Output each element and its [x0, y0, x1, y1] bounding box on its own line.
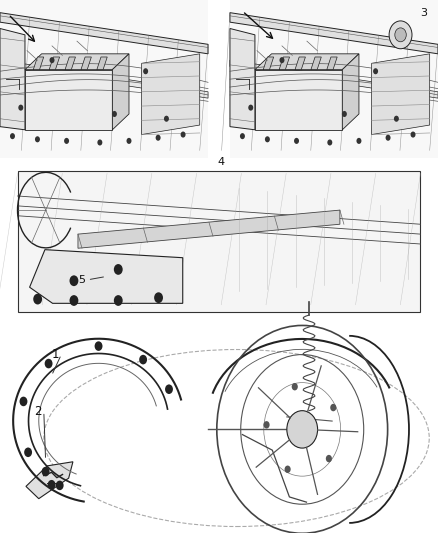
Polygon shape	[230, 13, 438, 54]
Polygon shape	[255, 54, 359, 70]
Polygon shape	[295, 57, 305, 70]
Text: 5: 5	[78, 275, 85, 285]
Bar	[18, 171, 420, 312]
Circle shape	[294, 138, 299, 144]
Circle shape	[112, 111, 117, 117]
Circle shape	[56, 481, 64, 490]
Circle shape	[357, 138, 361, 144]
Circle shape	[114, 264, 123, 275]
Circle shape	[114, 295, 123, 306]
Circle shape	[342, 111, 347, 117]
Polygon shape	[0, 28, 25, 130]
Circle shape	[264, 421, 270, 429]
Polygon shape	[97, 57, 107, 70]
Polygon shape	[25, 70, 112, 130]
Polygon shape	[279, 57, 290, 70]
Circle shape	[385, 135, 391, 141]
Polygon shape	[255, 70, 343, 130]
Polygon shape	[81, 57, 92, 70]
Circle shape	[48, 480, 56, 489]
Circle shape	[97, 140, 102, 146]
Polygon shape	[263, 57, 274, 70]
Polygon shape	[112, 54, 129, 130]
Bar	[230, 0, 438, 158]
Circle shape	[70, 276, 78, 286]
Polygon shape	[78, 210, 340, 248]
Polygon shape	[0, 13, 208, 54]
Circle shape	[410, 132, 416, 138]
Circle shape	[64, 138, 69, 144]
Circle shape	[240, 133, 245, 139]
Polygon shape	[25, 54, 129, 70]
Polygon shape	[343, 54, 359, 130]
Text: 2: 2	[34, 405, 42, 418]
Polygon shape	[49, 57, 60, 70]
Circle shape	[95, 341, 102, 351]
Circle shape	[49, 57, 54, 63]
Circle shape	[143, 68, 148, 74]
Polygon shape	[230, 60, 438, 98]
Polygon shape	[311, 57, 321, 70]
Circle shape	[42, 467, 49, 477]
Text: 1: 1	[52, 348, 59, 361]
Polygon shape	[0, 60, 208, 98]
Circle shape	[35, 136, 40, 142]
Circle shape	[373, 68, 378, 74]
Circle shape	[20, 397, 28, 406]
Circle shape	[248, 104, 253, 111]
Bar	[0, 0, 208, 158]
Circle shape	[389, 21, 412, 49]
Circle shape	[395, 28, 406, 42]
Polygon shape	[141, 54, 200, 134]
Circle shape	[165, 384, 173, 394]
Polygon shape	[30, 249, 183, 303]
Circle shape	[18, 104, 23, 111]
Circle shape	[70, 295, 78, 306]
Polygon shape	[371, 54, 430, 134]
Circle shape	[33, 294, 42, 304]
Circle shape	[24, 448, 32, 457]
Circle shape	[292, 383, 298, 390]
Text: 3: 3	[420, 8, 427, 18]
Circle shape	[394, 116, 399, 122]
Circle shape	[164, 116, 169, 122]
Polygon shape	[26, 462, 73, 499]
Circle shape	[265, 136, 270, 142]
Circle shape	[45, 359, 53, 368]
Circle shape	[127, 138, 131, 144]
Circle shape	[180, 132, 186, 138]
Circle shape	[155, 135, 161, 141]
Polygon shape	[33, 57, 44, 70]
Polygon shape	[327, 57, 337, 70]
Circle shape	[279, 57, 284, 63]
Text: 4: 4	[218, 157, 225, 167]
Circle shape	[285, 465, 291, 473]
Circle shape	[330, 404, 336, 411]
Circle shape	[287, 410, 318, 448]
Circle shape	[154, 292, 163, 303]
Circle shape	[139, 355, 147, 365]
Circle shape	[10, 133, 15, 139]
Circle shape	[326, 455, 332, 462]
Polygon shape	[230, 28, 255, 130]
Circle shape	[327, 140, 332, 146]
Polygon shape	[65, 57, 75, 70]
